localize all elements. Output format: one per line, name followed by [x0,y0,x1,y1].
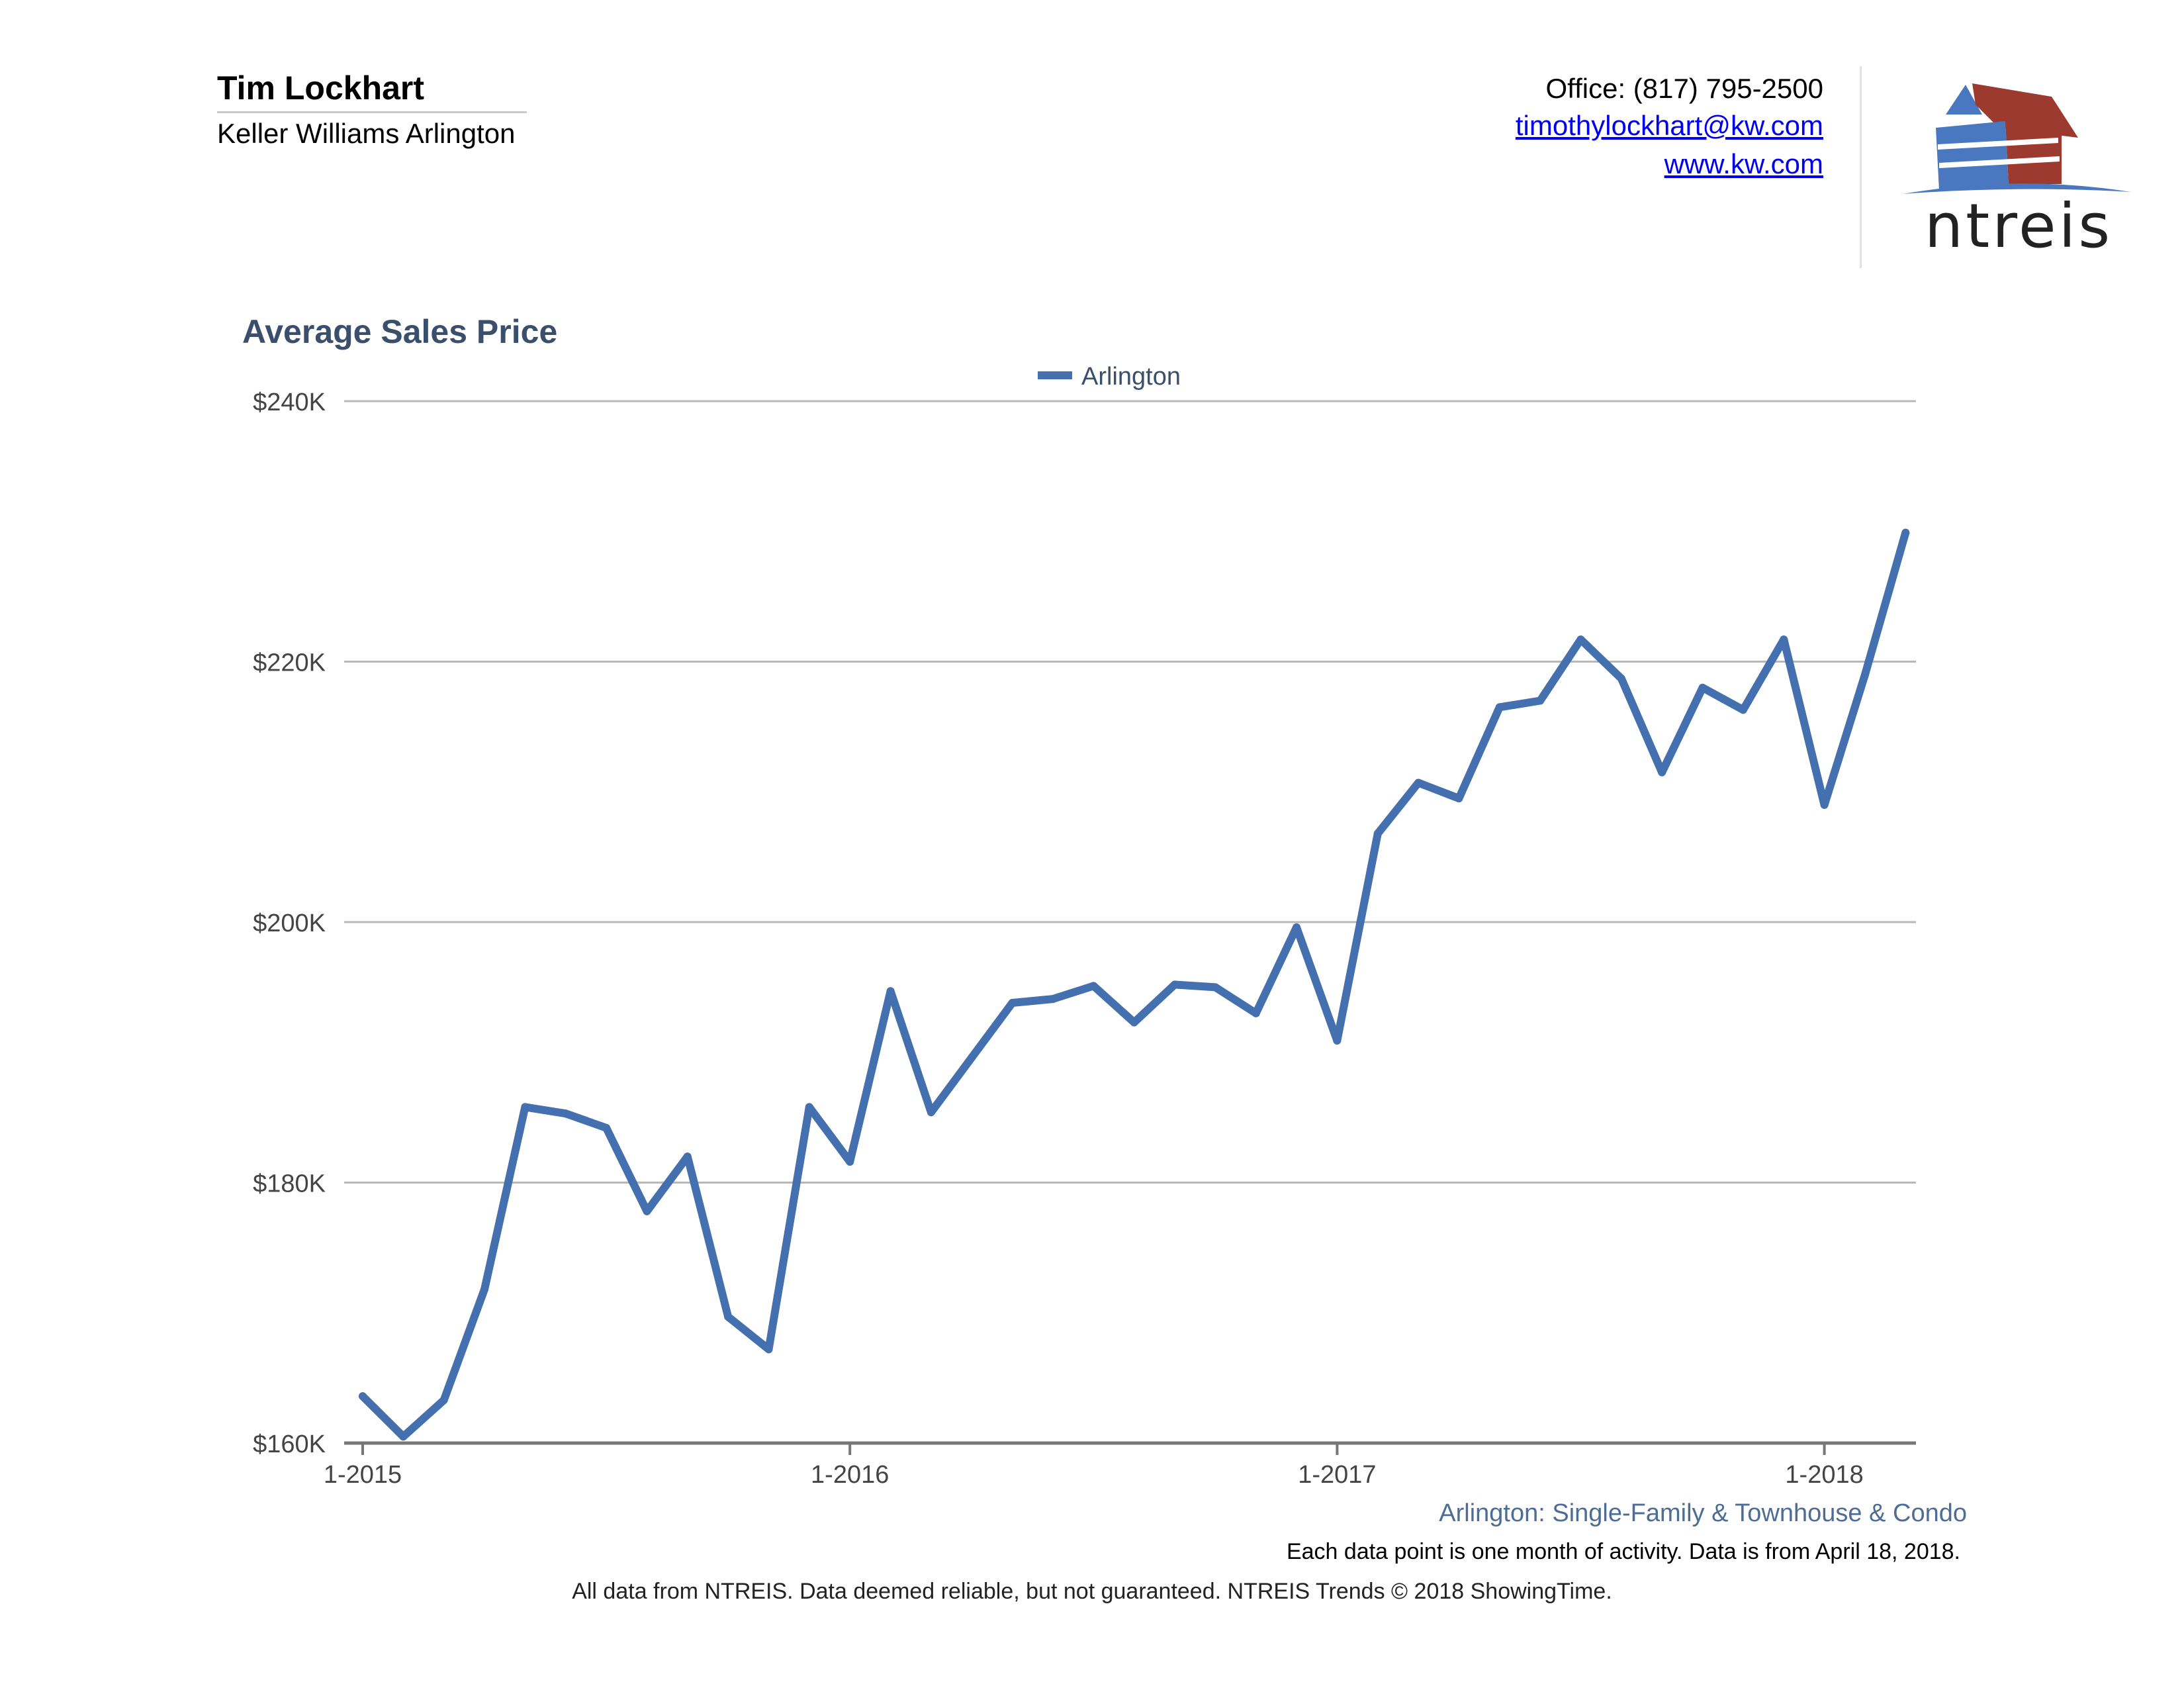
data-point [602,1123,611,1132]
data-point [1617,675,1625,683]
logo-building-red [2005,121,2062,184]
logo-roof-left [1946,85,1982,115]
data-point [399,1432,408,1441]
data-point [480,1285,489,1293]
data-point [1251,1009,1260,1017]
data-point [968,1053,976,1062]
data-point [1008,998,1017,1007]
data-point [1373,829,1382,838]
data-point [724,1313,733,1321]
data-point [1780,635,1788,644]
data-point [927,1108,935,1117]
data-point [1536,696,1545,705]
x-tick-label: 1-2015 [324,1461,402,1489]
email-link[interactable]: timothylockhart@kw.com [1515,110,1823,141]
data-point [561,1109,570,1118]
data-point [1698,683,1707,692]
data-point [886,987,895,996]
data-point [1048,995,1057,1004]
website-link[interactable]: www.kw.com [1664,148,1823,179]
y-tick-label: $240K [253,389,326,416]
legend-label: Arlington [1081,363,1181,391]
logo-stripe-2 [1939,156,2060,168]
data-point [1089,982,1098,990]
data-point [764,1345,773,1354]
logo-stripe-1 [1938,138,2058,150]
data-point [1171,980,1179,989]
logo-wordmark: ntreis [1925,191,2113,257]
data-point [1333,1037,1342,1045]
data-point [1414,778,1423,787]
chart-subtitle: Arlington: Single-Family & Townhouse & C… [1439,1499,1967,1527]
y-tick-label: $180K [253,1170,326,1198]
agent-name-underline [217,111,527,113]
data-point [359,1392,367,1401]
y-tick-label: $160K [253,1430,326,1458]
header-divider [1860,66,1862,268]
data-point [1495,703,1504,712]
x-tick-label: 1-2018 [1785,1461,1863,1489]
ntreis-logo: ntreis [1903,83,2131,257]
legend-swatch [1038,371,1072,379]
data-point [1860,671,1869,679]
x-tick-label: 1-2016 [811,1461,889,1489]
office-phone: Office: (817) 795-2500 [1545,73,1824,104]
data-point [521,1103,529,1111]
x-tick-label: 1-2017 [1298,1461,1376,1489]
agent-company: Keller Williams Arlington [217,118,516,149]
data-point [1576,635,1585,644]
data-point [683,1152,692,1161]
agent-name: Tim Lockhart [217,70,425,107]
data-point [643,1207,651,1215]
data-point [1820,800,1829,809]
y-tick-label: $220K [253,649,326,677]
data-point [1130,1018,1138,1027]
data-point [846,1158,854,1166]
chart-title: Average Sales Price [242,313,558,350]
footer-disclaimer: All data from NTREIS. Data deemed reliab… [572,1579,1612,1604]
data-point [1739,706,1747,714]
logo-building-blue [1936,121,2009,191]
data-note: Each data point is one month of activity… [1286,1539,1960,1564]
logo-base-swoosh [1903,183,2131,194]
y-tick-label: $200K [253,910,326,937]
data-point [1455,794,1463,803]
series-line-arlington [359,528,1910,1441]
data-point [1293,923,1301,931]
data-point [439,1396,448,1405]
data-point [1211,983,1220,992]
data-point [805,1103,813,1111]
data-point [1658,768,1666,776]
data-point [1901,528,1910,537]
